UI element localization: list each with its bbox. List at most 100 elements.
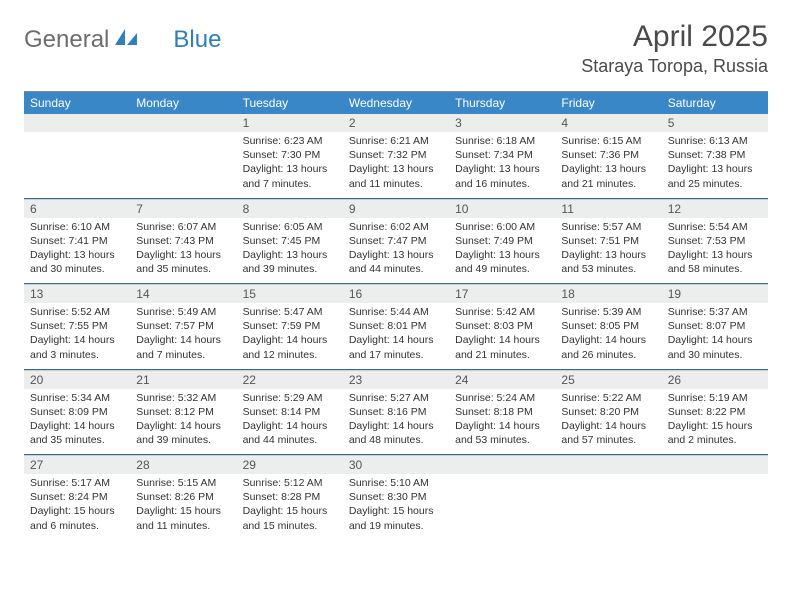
day-number: 2	[343, 114, 449, 132]
week-number-row: 13141516171819	[24, 285, 768, 304]
day-cell: Sunrise: 6:10 AMSunset: 7:41 PMDaylight:…	[24, 218, 130, 284]
day-content: Sunrise: 6:13 AMSunset: 7:38 PMDaylight:…	[662, 132, 768, 197]
day-number-cell: 21	[130, 370, 236, 389]
day-cell: Sunrise: 5:57 AMSunset: 7:51 PMDaylight:…	[555, 218, 661, 284]
day-number: 11	[555, 200, 661, 218]
day-content: Sunrise: 6:00 AMSunset: 7:49 PMDaylight:…	[449, 218, 555, 283]
day-number-cell: 13	[24, 285, 130, 304]
day-content: Sunrise: 6:21 AMSunset: 7:32 PMDaylight:…	[343, 132, 449, 197]
header: General Blue April 2025 Staraya Toropa, …	[24, 20, 768, 77]
day-number: 14	[130, 285, 236, 303]
day-number-cell: 2	[343, 114, 449, 132]
day-cell: Sunrise: 5:17 AMSunset: 8:24 PMDaylight:…	[24, 474, 130, 540]
day-cell: Sunrise: 5:15 AMSunset: 8:26 PMDaylight:…	[130, 474, 236, 540]
day-cell: Sunrise: 5:44 AMSunset: 8:01 PMDaylight:…	[343, 303, 449, 369]
day-content: Sunrise: 5:12 AMSunset: 8:28 PMDaylight:…	[237, 474, 343, 539]
day-content: Sunrise: 5:44 AMSunset: 8:01 PMDaylight:…	[343, 303, 449, 368]
day-cell: Sunrise: 5:34 AMSunset: 8:09 PMDaylight:…	[24, 389, 130, 455]
day-number: 20	[24, 371, 130, 389]
day-cell: Sunrise: 5:24 AMSunset: 8:18 PMDaylight:…	[449, 389, 555, 455]
week-number-row: 20212223242526	[24, 370, 768, 389]
day-cell: Sunrise: 6:05 AMSunset: 7:45 PMDaylight:…	[237, 218, 343, 284]
calendar-body: 12345Sunrise: 6:23 AMSunset: 7:30 PMDayl…	[24, 114, 768, 540]
day-number-cell: 3	[449, 114, 555, 132]
day-number-cell: 9	[343, 199, 449, 218]
day-number: 8	[237, 200, 343, 218]
day-content: Sunrise: 6:18 AMSunset: 7:34 PMDaylight:…	[449, 132, 555, 197]
day-number: 7	[130, 200, 236, 218]
day-cell: Sunrise: 6:15 AMSunset: 7:36 PMDaylight:…	[555, 132, 661, 198]
day-number-cell: 4	[555, 114, 661, 132]
day-content: Sunrise: 5:34 AMSunset: 8:09 PMDaylight:…	[24, 389, 130, 454]
day-number-cell	[24, 114, 130, 132]
day-number: 19	[662, 285, 768, 303]
day-cell: Sunrise: 5:49 AMSunset: 7:57 PMDaylight:…	[130, 303, 236, 369]
day-number: 10	[449, 200, 555, 218]
day-number-cell: 6	[24, 199, 130, 218]
day-number-cell: 19	[662, 285, 768, 304]
day-cell: Sunrise: 5:32 AMSunset: 8:12 PMDaylight:…	[130, 389, 236, 455]
day-cell: Sunrise: 5:27 AMSunset: 8:16 PMDaylight:…	[343, 389, 449, 455]
day-number-cell: 12	[662, 199, 768, 218]
day-number-cell: 20	[24, 370, 130, 389]
day-content: Sunrise: 5:22 AMSunset: 8:20 PMDaylight:…	[555, 389, 661, 454]
day-number-cell: 26	[662, 370, 768, 389]
logo-text-blue: Blue	[173, 26, 221, 54]
day-number: 6	[24, 200, 130, 218]
day-cell: Sunrise: 5:54 AMSunset: 7:53 PMDaylight:…	[662, 218, 768, 284]
day-cell: Sunrise: 5:47 AMSunset: 7:59 PMDaylight:…	[237, 303, 343, 369]
day-header: Wednesday	[343, 92, 449, 115]
week-content-row: Sunrise: 6:23 AMSunset: 7:30 PMDaylight:…	[24, 132, 768, 198]
day-number: 27	[24, 456, 130, 474]
day-number-cell: 11	[555, 199, 661, 218]
day-number-cell: 16	[343, 285, 449, 304]
day-content: Sunrise: 5:39 AMSunset: 8:05 PMDaylight:…	[555, 303, 661, 368]
day-number: 22	[237, 371, 343, 389]
day-content: Sunrise: 5:15 AMSunset: 8:26 PMDaylight:…	[130, 474, 236, 539]
day-content: Sunrise: 6:15 AMSunset: 7:36 PMDaylight:…	[555, 132, 661, 197]
day-number-cell: 15	[237, 285, 343, 304]
day-number: 29	[237, 456, 343, 474]
day-content: Sunrise: 5:52 AMSunset: 7:55 PMDaylight:…	[24, 303, 130, 368]
day-cell: Sunrise: 5:52 AMSunset: 7:55 PMDaylight:…	[24, 303, 130, 369]
day-number: 17	[449, 285, 555, 303]
day-number: 4	[555, 114, 661, 132]
day-header: Monday	[130, 92, 236, 115]
day-header: Thursday	[449, 92, 555, 115]
location: Staraya Toropa, Russia	[581, 56, 768, 77]
day-number: 5	[662, 114, 768, 132]
day-cell: Sunrise: 5:22 AMSunset: 8:20 PMDaylight:…	[555, 389, 661, 455]
day-content: Sunrise: 5:37 AMSunset: 8:07 PMDaylight:…	[662, 303, 768, 368]
day-number: 16	[343, 285, 449, 303]
day-content: Sunrise: 5:24 AMSunset: 8:18 PMDaylight:…	[449, 389, 555, 454]
day-content: Sunrise: 5:32 AMSunset: 8:12 PMDaylight:…	[130, 389, 236, 454]
day-cell	[662, 474, 768, 540]
day-number: 24	[449, 371, 555, 389]
day-cell: Sunrise: 6:13 AMSunset: 7:38 PMDaylight:…	[662, 132, 768, 198]
day-content: Sunrise: 6:10 AMSunset: 7:41 PMDaylight:…	[24, 218, 130, 283]
day-cell: Sunrise: 6:07 AMSunset: 7:43 PMDaylight:…	[130, 218, 236, 284]
week-number-row: 12345	[24, 114, 768, 132]
day-content: Sunrise: 6:23 AMSunset: 7:30 PMDaylight:…	[237, 132, 343, 197]
calendar-head: SundayMondayTuesdayWednesdayThursdayFrid…	[24, 92, 768, 115]
day-cell: Sunrise: 5:10 AMSunset: 8:30 PMDaylight:…	[343, 474, 449, 540]
day-content: Sunrise: 5:19 AMSunset: 8:22 PMDaylight:…	[662, 389, 768, 454]
day-number: 12	[662, 200, 768, 218]
day-number-cell: 25	[555, 370, 661, 389]
day-cell: Sunrise: 5:37 AMSunset: 8:07 PMDaylight:…	[662, 303, 768, 369]
day-number-cell: 27	[24, 456, 130, 475]
day-number-cell: 14	[130, 285, 236, 304]
day-number-cell	[449, 456, 555, 475]
day-content: Sunrise: 6:05 AMSunset: 7:45 PMDaylight:…	[237, 218, 343, 283]
day-number-cell	[130, 114, 236, 132]
day-number-cell: 29	[237, 456, 343, 475]
day-number-cell: 10	[449, 199, 555, 218]
day-number: 3	[449, 114, 555, 132]
day-cell	[130, 132, 236, 198]
day-content: Sunrise: 6:02 AMSunset: 7:47 PMDaylight:…	[343, 218, 449, 283]
day-number: 25	[555, 371, 661, 389]
day-number: 9	[343, 200, 449, 218]
day-number-cell	[555, 456, 661, 475]
day-content: Sunrise: 5:49 AMSunset: 7:57 PMDaylight:…	[130, 303, 236, 368]
day-number: 21	[130, 371, 236, 389]
